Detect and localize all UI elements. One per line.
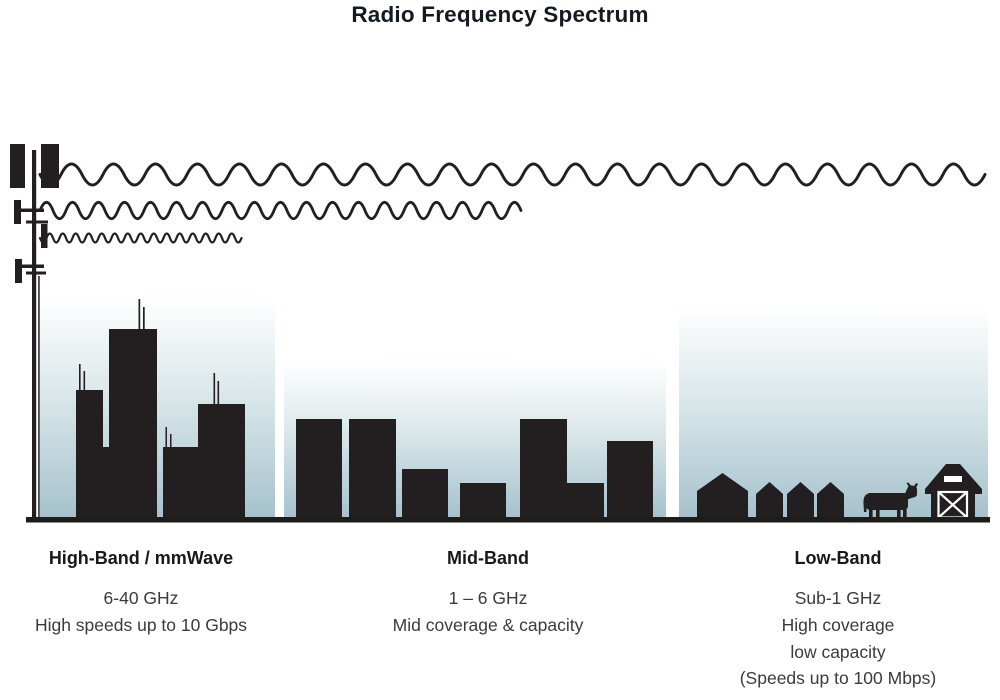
page-title: Radio Frequency Spectrum <box>351 2 649 27</box>
skyscraper <box>101 447 110 521</box>
band-description: low capacity <box>790 641 886 662</box>
band-description: High coverage <box>781 614 895 635</box>
antenna-mast <box>138 299 141 330</box>
radio-waves <box>38 162 987 244</box>
band-title: Low-Band <box>794 548 882 568</box>
band-frequency-range: 6-40 GHz <box>103 588 179 608</box>
antenna-mast <box>83 371 86 391</box>
house-icon <box>756 482 783 521</box>
low-frequency-wave <box>38 162 987 187</box>
mid-band-city-icon <box>296 419 653 521</box>
mid-rise-building <box>349 419 396 521</box>
house-icon <box>697 473 748 521</box>
band-description: High speeds up to 10 Gbps <box>34 614 248 635</box>
mid-rise-building <box>460 483 506 521</box>
high-band-city-icon <box>76 299 245 521</box>
band-title: High-Band / mmWave <box>48 548 234 568</box>
skyscraper <box>109 329 157 521</box>
antenna-mast <box>143 307 145 330</box>
barn-icon <box>925 464 982 521</box>
antenna-mast <box>79 364 81 391</box>
house-icon <box>817 482 844 521</box>
mid-frequency-wave <box>38 200 523 221</box>
low-band-label-column: Low-Band Sub-1 GHz High coverage low cap… <box>691 547 985 692</box>
mid-rise-building <box>296 419 342 521</box>
mid-band-label-column: Mid-Band 1 – 6 GHz Mid coverage & capaci… <box>355 547 621 639</box>
cell-tower-icon <box>10 144 59 520</box>
antenna-mast <box>213 373 216 405</box>
band-title: Mid-Band <box>447 548 529 568</box>
skyscraper <box>76 390 103 521</box>
high-band-label-column: High-Band / mmWave 6-40 GHz High speeds … <box>8 547 274 639</box>
band-description: Mid coverage & capacity <box>392 614 584 635</box>
house-icon <box>787 482 814 521</box>
antenna-mast <box>170 434 172 448</box>
antenna-mast <box>217 381 220 405</box>
cow-icon <box>863 482 918 519</box>
barn-loft-vent <box>944 476 962 482</box>
high-frequency-wave <box>38 232 243 244</box>
skyscraper <box>163 447 198 521</box>
mid-rise-building <box>402 469 448 521</box>
band-frequency-range: Sub-1 GHz <box>794 588 882 608</box>
mid-rise-building <box>567 483 604 521</box>
skyscraper <box>198 404 245 521</box>
antenna-mast <box>165 427 167 448</box>
band-description: (Speeds up to 100 Mbps) <box>739 668 937 689</box>
ground-line <box>26 517 990 523</box>
mid-rise-building <box>607 441 653 521</box>
band-frequency-range: 1 – 6 GHz <box>448 588 528 608</box>
mid-rise-building <box>520 419 567 521</box>
low-band-rural-icon <box>697 464 982 521</box>
